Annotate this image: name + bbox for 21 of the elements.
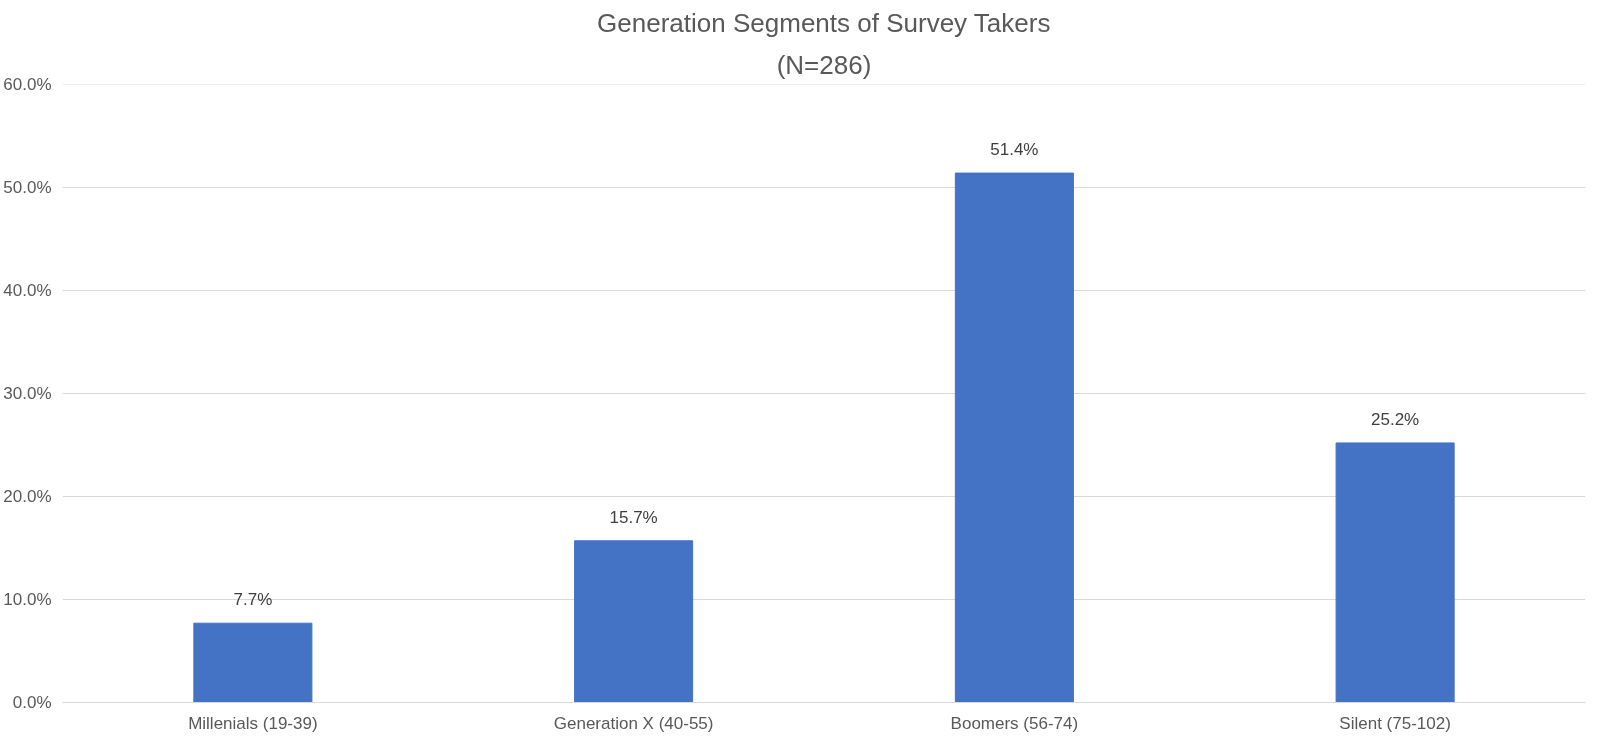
y-tick-label: 10.0% xyxy=(3,590,52,609)
data-label: 25.2% xyxy=(1371,409,1420,429)
data-label: 15.7% xyxy=(609,507,658,527)
data-label: 7.7% xyxy=(233,590,273,610)
y-tick-label: 60.0% xyxy=(3,75,52,94)
bar xyxy=(574,540,694,703)
y-tick-label: 20.0% xyxy=(3,487,52,506)
x-tick-label: Generation X (40-55) xyxy=(553,713,714,733)
bar xyxy=(954,172,1074,703)
bar xyxy=(193,622,313,703)
y-tick-label: 40.0% xyxy=(3,281,52,300)
y-tick-label: 50.0% xyxy=(3,178,52,197)
chart-title: Generation Segments of Survey Takers xyxy=(597,7,1051,38)
bar xyxy=(1335,442,1455,703)
x-tick-label: Boomers (56-74) xyxy=(950,713,1079,733)
y-tick-label: 0.0% xyxy=(12,693,52,712)
x-tick-label: Silent (75-102) xyxy=(1339,713,1451,733)
x-tick-label: Millenials (19-39) xyxy=(188,713,318,733)
y-tick-label: 30.0% xyxy=(3,384,52,403)
data-label: 51.4% xyxy=(990,140,1039,160)
chart-subtitle: (N=286) xyxy=(776,49,872,80)
